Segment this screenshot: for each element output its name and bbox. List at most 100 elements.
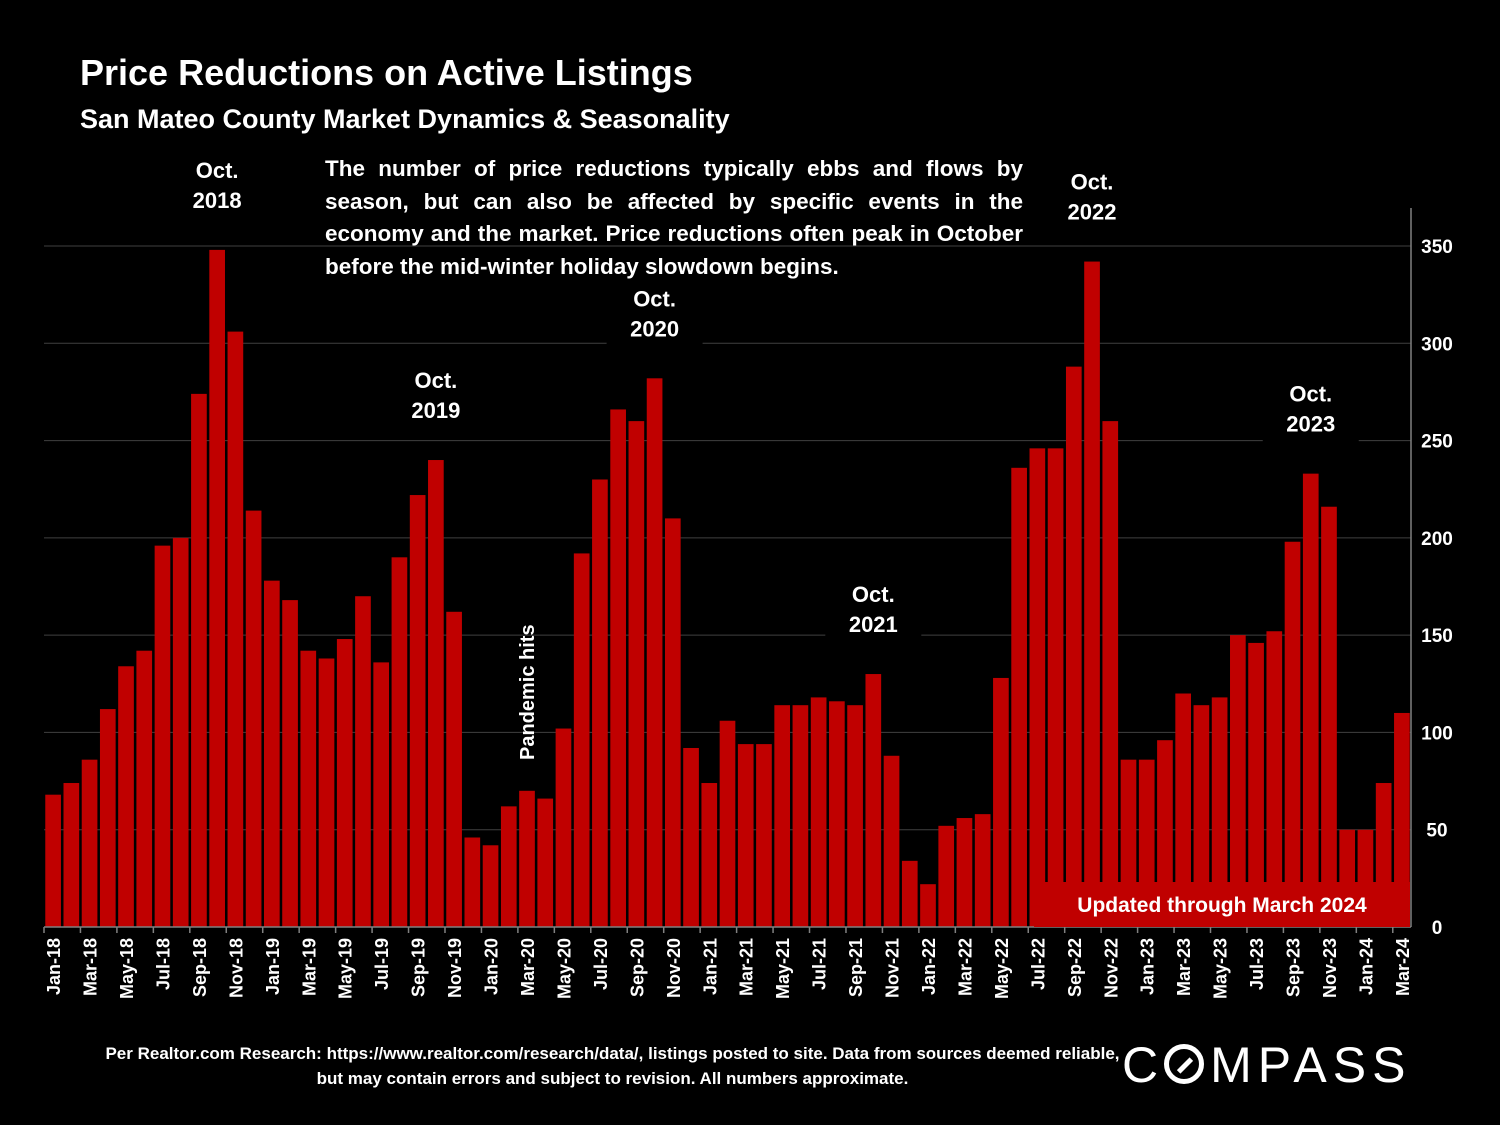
x-tick-label: Sep-19: [409, 938, 429, 997]
x-tick-label: Sep-22: [1065, 938, 1085, 997]
x-tick-label: Sep-21: [846, 938, 866, 997]
x-tick-label: Mar-22: [955, 938, 975, 996]
bar: [154, 545, 171, 927]
x-tick-label: Mar-23: [1174, 938, 1194, 996]
bar: [920, 884, 936, 927]
x-tick-label: Mar-21: [737, 938, 757, 996]
x-tick-label: Nov-19: [445, 938, 465, 998]
annotation-year: 2023: [1286, 412, 1335, 437]
bar: [1011, 467, 1027, 927]
bar: [391, 557, 408, 927]
annotation-month: Oct.: [852, 582, 895, 607]
bar: [974, 814, 991, 927]
x-tick-label: Jul-20: [591, 938, 611, 990]
bar: [1065, 366, 1082, 927]
bar: [1029, 448, 1046, 927]
bar: [428, 460, 444, 927]
y-tick-label: 350: [1421, 237, 1453, 258]
x-tick-label: Mar-20: [518, 938, 538, 996]
bar: [409, 495, 426, 927]
bar: [1102, 421, 1119, 927]
bar: [1302, 473, 1319, 927]
chart-title: Price Reductions on Active Listings: [80, 52, 693, 93]
bar: [118, 666, 134, 927]
bar: [318, 658, 335, 927]
x-tick-label: May-23: [1211, 938, 1231, 999]
bar: [1211, 697, 1228, 927]
bar: [245, 510, 262, 927]
bar: [263, 580, 280, 927]
bar: [1084, 261, 1100, 928]
bar: [1175, 693, 1192, 927]
bar: [464, 837, 481, 927]
annotations: Oct. 2018 Oct. 2019 Oct. 2020 Oct. 2021 Oct. 2022…: [169, 155, 1410, 927]
x-tick-label: Nov-23: [1320, 938, 1340, 998]
y-tick-label: 150: [1421, 626, 1453, 647]
x-tick-label: Jan-22: [919, 938, 939, 995]
bar: [45, 794, 61, 927]
annotation-backdrop: [825, 580, 922, 643]
x-tick-label: Sep-23: [1284, 938, 1304, 997]
bar: [1193, 705, 1210, 927]
bar: [774, 705, 791, 927]
bar: [701, 783, 718, 927]
x-tick-label: Mar-18: [81, 938, 101, 996]
x-tick-label: Jul-19: [372, 938, 392, 990]
annotation-backdrop: [1262, 379, 1359, 442]
bars: [45, 249, 1410, 928]
x-tick-label: May-20: [554, 938, 574, 999]
x-tick-label: Nov-21: [883, 938, 903, 998]
bar: [1047, 448, 1064, 927]
axes: 0 50 100 150 200 250 300 350 Jan-18 Mar-18 May-18 J…: [43, 208, 1453, 999]
bar: [1157, 740, 1173, 927]
bar: [537, 798, 554, 927]
bar: [1284, 541, 1301, 927]
bar: [756, 744, 772, 927]
annotation-year: 2020: [630, 316, 679, 341]
y-tick-label: 0: [1432, 918, 1443, 939]
x-tick-label: Nov-22: [1101, 938, 1121, 998]
annotation-month: Oct.: [633, 286, 676, 311]
bar: [1321, 506, 1337, 927]
bar: [355, 596, 371, 927]
bar: [99, 709, 116, 927]
x-tick-label: May-18: [117, 938, 137, 999]
y-tick-label: 250: [1421, 432, 1453, 453]
bar: [628, 421, 645, 927]
bar: [646, 378, 663, 927]
logo-letter-c: C: [1122, 1037, 1165, 1093]
bar: [829, 701, 845, 927]
bar: [555, 728, 572, 927]
x-tick-label: Sep-20: [627, 938, 647, 997]
x-tick-label: Jul-21: [810, 938, 830, 990]
annotation-year: 2021: [849, 612, 898, 637]
y-tick-label: 100: [1421, 723, 1453, 744]
logo-letters-mpass: MPASS: [1210, 1037, 1412, 1093]
y-tick-label: 300: [1421, 334, 1453, 355]
bar: [81, 759, 98, 927]
bar: [938, 825, 955, 927]
bar: [1248, 642, 1264, 927]
x-tick-label: Jan-23: [1138, 938, 1158, 995]
bar: [847, 705, 863, 927]
bar: [172, 537, 189, 927]
x-tick-label: May-21: [773, 938, 793, 999]
bar: [209, 249, 225, 928]
x-tick-label: Jul-18: [153, 938, 173, 990]
description-text: The number of price reductions typically…: [325, 156, 1023, 279]
bar: [446, 611, 462, 927]
bar: [573, 553, 590, 927]
bar: [336, 639, 353, 927]
annotation-backdrop: [606, 284, 703, 347]
chart-subtitle: San Mateo County Market Dynamics & Seaso…: [80, 104, 730, 134]
bar: [191, 393, 207, 928]
bar: [63, 783, 80, 927]
annotation-month: Oct.: [414, 368, 457, 393]
bar: [1394, 712, 1410, 927]
bar: [300, 650, 317, 927]
annotation-month: Oct.: [196, 158, 239, 183]
updated-badge-text: Updated through March 2024: [1077, 894, 1367, 917]
bar: [810, 697, 827, 927]
pandemic-label: Pandemic hits: [517, 624, 539, 760]
annotation-year: 2018: [193, 188, 242, 213]
